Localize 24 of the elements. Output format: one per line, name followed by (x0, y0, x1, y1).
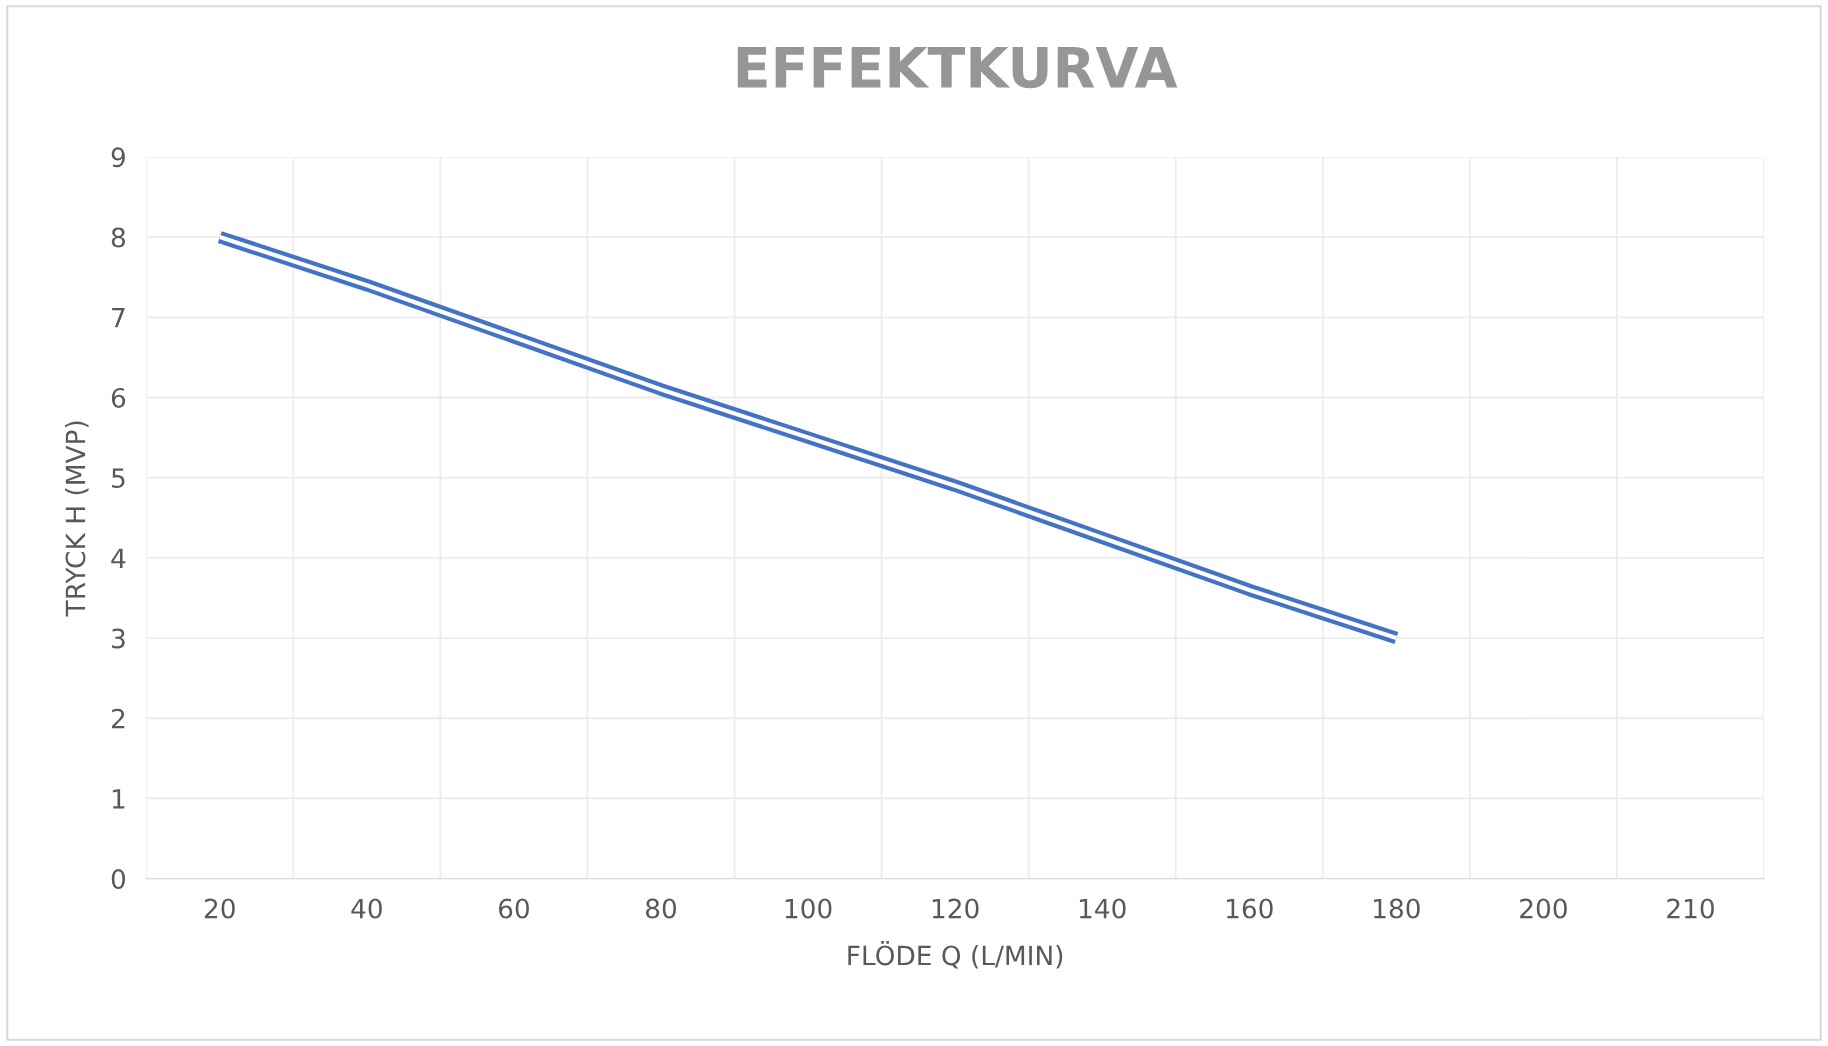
x-tick-label: 180 (1374, 898, 1420, 919)
y-tick-label: 5 (112, 468, 125, 489)
x-tick-label: 60 (498, 898, 529, 919)
y-tick-label: 9 (111, 147, 125, 168)
x-tick-label: 140 (1079, 898, 1126, 919)
x-tick-label: 100 (785, 898, 832, 919)
y-tick-label: 8 (111, 227, 125, 248)
y-tick-label: 4 (111, 548, 126, 568)
chart-title: EFFEKTKURVA (737, 46, 1178, 89)
x-tick-label: 210 (1667, 898, 1714, 919)
y-tick-label: 7 (112, 308, 125, 328)
x-tick-label: 200 (1520, 898, 1567, 919)
x-tick-label: 80 (645, 898, 677, 919)
y-tick-label: 3 (112, 628, 125, 649)
y-tick-label: 2 (111, 708, 125, 729)
y-tick-label: 0 (111, 869, 126, 890)
x-axis-title: FLÖDE Q (L/MIN) (848, 941, 1063, 969)
x-tick-label: 120 (932, 898, 979, 919)
x-tick-label: 20 (204, 898, 235, 919)
y-axis-title: TRYCK H (MVP) (65, 421, 89, 617)
x-tick-label: 40 (351, 898, 382, 919)
x-tick-label: 160 (1226, 898, 1273, 919)
y-tick-label: 1 (112, 789, 125, 809)
y-tick-label: 6 (111, 387, 126, 408)
